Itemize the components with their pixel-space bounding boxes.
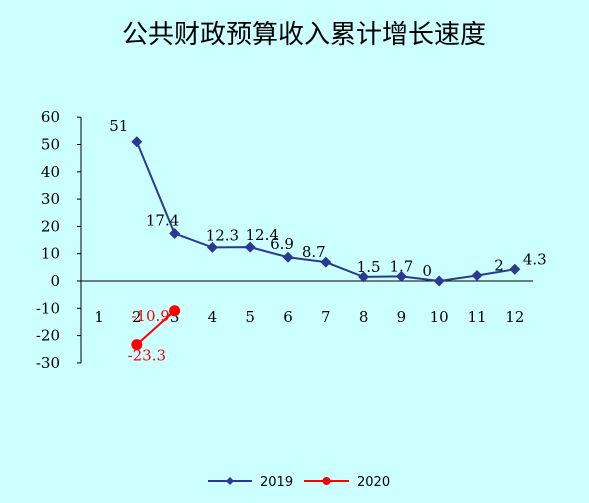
data-point (131, 136, 143, 148)
data-point (282, 251, 294, 263)
y-tick-label: 60 (41, 108, 60, 126)
data-label: 17.4 (146, 211, 179, 229)
data-label: 1.5 (357, 258, 381, 276)
y-tick-label: 40 (41, 163, 60, 181)
y-tick-label: -10 (36, 299, 60, 317)
y-tick-label: -20 (36, 327, 60, 345)
data-point (358, 271, 370, 283)
y-tick-label: -30 (36, 354, 60, 372)
x-tick-label: 9 (397, 308, 407, 326)
data-label: 8.7 (302, 243, 326, 261)
series-line (136, 310, 176, 346)
data-point (509, 263, 521, 275)
legend-item-2019: 2019 (208, 475, 293, 490)
legend-label: 2019 (260, 475, 293, 490)
x-tick-label: 10 (430, 308, 449, 326)
data-point (433, 275, 445, 287)
y-tick-label: 30 (41, 190, 60, 208)
x-tick-label: 1 (94, 308, 104, 326)
data-label: 51 (109, 117, 128, 135)
data-label: 12.3 (206, 226, 239, 244)
x-tick-label: 4 (208, 308, 218, 326)
x-tick-label: 7 (321, 308, 331, 326)
data-point (206, 241, 218, 253)
y-tick-label: 20 (41, 217, 60, 235)
data-label: 4.3 (523, 250, 547, 268)
legend: 2019 2020 (208, 475, 390, 490)
legend-item-2020: 2020 (304, 475, 390, 490)
data-point (169, 227, 181, 239)
x-tick-label: 8 (359, 308, 369, 326)
y-tick-label: 10 (41, 245, 60, 263)
data-label: -10.9 (131, 307, 169, 325)
legend-label: 2020 (357, 475, 390, 490)
legend-marker (322, 477, 331, 485)
x-tick-label: 12 (505, 308, 524, 326)
series-layer: 51 17.4 12.3 12.46.9 8.7 1.5 1.7 0 2 4.3 -23.3 -10.… (109, 117, 546, 365)
y-tick-label: 50 (41, 136, 60, 154)
data-point (471, 270, 483, 282)
data-label: 1.7 (389, 257, 413, 275)
series-2020: -23.3 -10.9 (128, 305, 181, 365)
data-point (395, 270, 407, 282)
x-tick-label: 3 (170, 308, 180, 326)
data-label: 0 (422, 262, 432, 280)
chart-title: 公共财政预算收入累计增长速度 (122, 20, 486, 50)
series-2019: 51 17.4 12.3 12.46.9 8.7 1.5 1.7 0 2 4.3 (109, 117, 547, 287)
data-label: -23.3 (128, 347, 166, 365)
legend-marker (226, 477, 234, 485)
x-tick-label: 6 (283, 308, 293, 326)
data-label: 6.9 (270, 235, 294, 253)
x-tick-label: 5 (245, 308, 255, 326)
data-point (320, 256, 332, 268)
y-tick-label: 0 (50, 272, 60, 290)
x-tick-label: 11 (467, 308, 486, 326)
data-point (244, 241, 256, 253)
data-label: 2 (494, 257, 504, 275)
data-point (131, 339, 143, 351)
x-tick-label: 2 (132, 308, 142, 326)
data-point (169, 305, 181, 317)
data-label: 12.4 (245, 226, 278, 244)
